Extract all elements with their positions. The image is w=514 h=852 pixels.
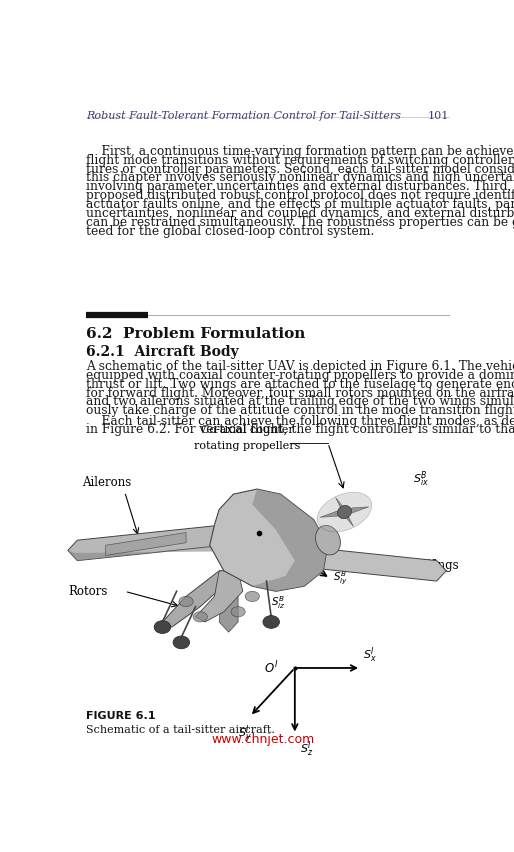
Text: this chapter involves seriously nonlinear dynamics and high uncertainties: this chapter involves seriously nonlinea…: [86, 171, 514, 184]
Text: uncertainties, nonlinear and coupled dynamics, and external disturbances: uncertainties, nonlinear and coupled dyn…: [86, 207, 514, 220]
Text: for forward flight. Moreover, four small rotors mounted on the airframe tail: for forward flight. Moreover, four small…: [86, 387, 514, 400]
Text: 101: 101: [427, 111, 449, 121]
Text: thrust or lift. Two wings are attached to the fuselage to generate enough lift: thrust or lift. Two wings are attached t…: [86, 377, 514, 391]
Text: teed for the global closed-loop control system.: teed for the global closed-loop control …: [86, 225, 375, 238]
Text: tures or controller parameters. Second, each tail-sitter model considered in: tures or controller parameters. Second, …: [86, 163, 514, 176]
Text: rotating propellers: rotating propellers: [194, 440, 301, 451]
Text: $S_{ix}^B$: $S_{ix}^B$: [413, 469, 429, 489]
Polygon shape: [68, 535, 243, 561]
Polygon shape: [344, 512, 354, 527]
Polygon shape: [68, 515, 243, 561]
Ellipse shape: [245, 591, 260, 602]
Polygon shape: [210, 489, 328, 591]
Ellipse shape: [231, 607, 245, 617]
Text: $S_{iz}^B$: $S_{iz}^B$: [271, 594, 286, 611]
Ellipse shape: [154, 621, 171, 634]
Polygon shape: [162, 571, 238, 627]
Text: Co-axial counter: Co-axial counter: [201, 425, 294, 435]
Ellipse shape: [317, 492, 372, 532]
Polygon shape: [281, 540, 446, 581]
Polygon shape: [195, 571, 243, 622]
Text: $O_i^B$: $O_i^B$: [229, 508, 245, 527]
Polygon shape: [320, 511, 344, 517]
Text: First, a continuous time-varying formation pattern can be achieved in the: First, a continuous time-varying formati…: [86, 145, 514, 158]
Text: Rotors: Rotors: [68, 584, 107, 598]
Text: $S_z^I$: $S_z^I$: [300, 740, 313, 759]
Text: proposed distributed robust control protocol does not require identifying: proposed distributed robust control prot…: [86, 189, 514, 202]
Text: involving parameter uncertainties and external disturbances. Third, the: involving parameter uncertainties and ex…: [86, 181, 514, 193]
Text: $S_y^I$: $S_y^I$: [238, 724, 252, 746]
Text: equipped with coaxial counter-rotating propellers to provide a dominant: equipped with coaxial counter-rotating p…: [86, 369, 514, 382]
Text: Wings: Wings: [423, 559, 459, 573]
Ellipse shape: [338, 505, 352, 519]
Ellipse shape: [316, 526, 340, 555]
Text: 6.2  Problem Formulation: 6.2 Problem Formulation: [86, 327, 305, 342]
Polygon shape: [106, 532, 186, 556]
Text: FIGURE 6.1: FIGURE 6.1: [86, 711, 156, 721]
Text: www.chnjet.com: www.chnjet.com: [212, 734, 315, 746]
Text: flight mode transitions without requirements of switching controller struc-: flight mode transitions without requirem…: [86, 153, 514, 167]
Ellipse shape: [179, 596, 193, 607]
Text: actuator faults online, and the effects of multiple actuator faults, parametric: actuator faults online, and the effects …: [86, 198, 514, 211]
Polygon shape: [336, 498, 344, 512]
Polygon shape: [219, 566, 238, 632]
Text: Each tail-sitter can achieve the following three flight modes, as depicted: Each tail-sitter can achieve the followi…: [86, 415, 514, 428]
Text: in Figure 6.2. For vertical flight, the flight controller is similar to that of : in Figure 6.2. For vertical flight, the …: [86, 423, 514, 436]
Text: Ailerons: Ailerons: [82, 476, 131, 489]
Text: 6.2.1  Aircraft Body: 6.2.1 Aircraft Body: [86, 345, 239, 359]
Ellipse shape: [193, 612, 207, 622]
Text: A schematic of the tail-sitter UAV is depicted in Figure 6.1. The vehicle is: A schematic of the tail-sitter UAV is de…: [86, 360, 514, 373]
Text: $O^I$: $O^I$: [264, 659, 278, 676]
Text: $S_{iy}^B$: $S_{iy}^B$: [333, 570, 347, 587]
Text: Robust Fault-Tolerant Formation Control for Tail-Sitters: Robust Fault-Tolerant Formation Control …: [86, 111, 401, 121]
Text: $S_x^I$: $S_x^I$: [363, 646, 377, 665]
Text: and two ailerons situated at the trailing edge of the two wings simultane-: and two ailerons situated at the trailin…: [86, 395, 514, 408]
Text: ously take charge of the attitude control in the mode transition flights.: ously take charge of the attitude contro…: [86, 405, 514, 417]
Polygon shape: [252, 489, 328, 591]
Ellipse shape: [263, 615, 280, 629]
Ellipse shape: [173, 636, 190, 649]
Text: can be restrained simultaneously. The robustness properties can be guaran-: can be restrained simultaneously. The ro…: [86, 216, 514, 228]
Polygon shape: [344, 507, 369, 513]
Text: Schematic of a tail-sitter aircraft.: Schematic of a tail-sitter aircraft.: [86, 726, 275, 735]
